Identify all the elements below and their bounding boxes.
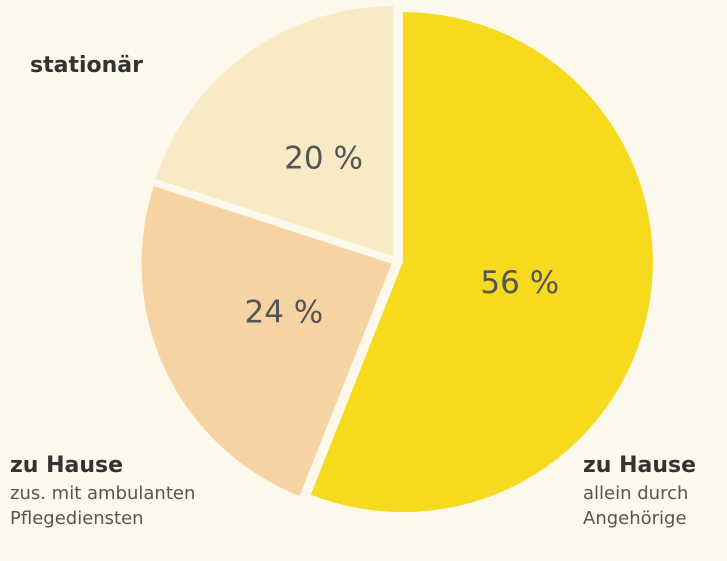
category-label: stationär xyxy=(30,53,143,78)
value-label: 20 % xyxy=(284,140,363,176)
value-label: 56 % xyxy=(480,265,559,301)
value-label: 24 % xyxy=(245,295,324,331)
category-label: zu Hause xyxy=(583,453,696,478)
pie-slice xyxy=(141,186,392,496)
category-note: Pflegediensten xyxy=(10,508,144,529)
category-note: Angehörige xyxy=(583,508,687,529)
pie-slice xyxy=(155,6,394,257)
category-note: allein durch xyxy=(583,483,688,504)
category-note: zus. mit ambulanten xyxy=(10,483,195,504)
category-label: zu Hause xyxy=(10,453,123,478)
pie-slice xyxy=(310,12,653,513)
